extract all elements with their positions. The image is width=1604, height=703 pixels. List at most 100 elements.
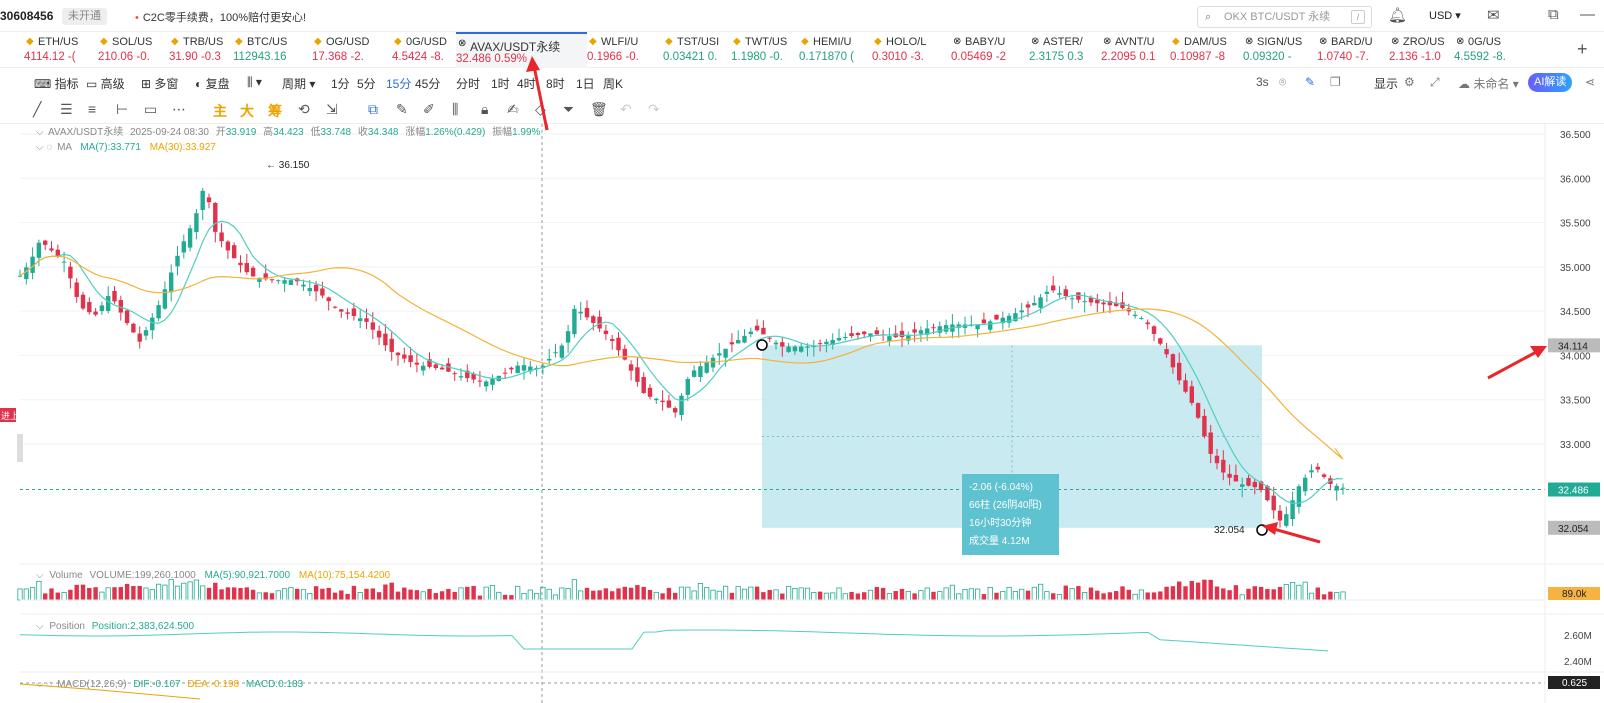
tab-btc-us[interactable]: ◆ BTC/US 112943.16 — [233, 32, 312, 68]
mail-icon[interactable]: ✉ — [1487, 7, 1500, 24]
interval-6[interactable]: 4时 — [517, 77, 536, 91]
tab-sign-us[interactable]: ⊗ SIGN/US 0.09320 - — [1243, 32, 1317, 68]
left-panel-handle[interactable] — [17, 434, 23, 462]
low-price-tag-bg — [1548, 520, 1600, 535]
ray-tool-icon[interactable]: ⊢ — [116, 101, 129, 117]
volume-bar — [666, 587, 672, 600]
chip-toggle[interactable]: 筹 — [268, 103, 282, 119]
status-badge[interactable]: 未开通 — [62, 8, 107, 25]
volume-bar — [886, 593, 893, 601]
tab-bard-u[interactable]: ⊗ BARD/U 1.0740 -7. — [1317, 32, 1389, 68]
tab-avax-usdt-[interactable]: ⊗ AVAX/USDT永续 32.486 0.59% — [456, 32, 587, 68]
interval-5[interactable]: 1时 — [491, 77, 510, 91]
tab-zro-us[interactable]: ⊗ ZRO/US 2.136 -1.0 — [1389, 32, 1454, 68]
volume-title: Volume — [49, 570, 83, 581]
interval-4[interactable]: 分时 — [456, 77, 481, 91]
interval-1[interactable]: 5分 — [357, 77, 376, 91]
refresh-rate[interactable]: 3s — [1256, 75, 1269, 89]
advanced-button[interactable]: ▭ 高级 — [86, 77, 125, 91]
redo-icon[interactable]: ↷ — [648, 101, 660, 117]
tab-twt-us[interactable]: ◆ TWT/US 1.1980 -0. — [731, 32, 799, 68]
camera-icon[interactable]: ⌾ — [1279, 75, 1287, 89]
promo-banner[interactable]: • C2C零手续费，100%赔付更安心! — [135, 9, 306, 25]
position-collapse-icon[interactable]: ⌵ — [36, 621, 44, 632]
currency-select[interactable]: USD ▾ — [1429, 10, 1461, 22]
display-button[interactable]: 显示 — [1374, 77, 1399, 91]
measure-start-handle[interactable] — [756, 339, 768, 351]
measure-tool-icon[interactable]: ⇲ — [326, 101, 338, 117]
interval-9[interactable]: 周K — [603, 77, 624, 91]
tab-og-usd[interactable]: ◆ OG/USD 17.368 -2. — [312, 32, 392, 68]
trash-icon[interactable]: 🗑︎ — [590, 101, 608, 117]
hline-tool-icon[interactable]: ☰ — [60, 101, 73, 117]
note-icon[interactable]: ✍ — [507, 101, 519, 117]
volume-collapse-icon[interactable]: ⌵ — [36, 570, 44, 581]
parallel-tool-icon[interactable]: ≡ — [88, 101, 97, 117]
macd-collapse-icon[interactable]: ⌵ ◌ — [36, 679, 52, 690]
tab-0g-us[interactable]: ⊗ 0G/US 4.5592 -8. — [1454, 32, 1524, 68]
layout-select[interactable]: ☁ 未命名 ▾ — [1458, 77, 1519, 91]
filter-icon[interactable]: ⏷ — [563, 101, 575, 117]
tab-holo-l[interactable]: ◆ HOLO/L 0.3010 -3. — [872, 32, 951, 68]
minimize-icon[interactable]: — — [1580, 6, 1595, 23]
candle-body — [698, 366, 703, 378]
add-tab-icon[interactable]: + — [1577, 39, 1588, 59]
ai-analysis-button[interactable]: AI解读 — [1528, 73, 1573, 92]
period-button[interactable]: 周期 ▾ — [282, 77, 316, 91]
interval-7[interactable]: 8时 — [546, 77, 565, 91]
line-tool-icon[interactable]: ╱ — [33, 101, 42, 117]
candle-body — [414, 362, 420, 365]
lock-icon[interactable]: 🔒︎ — [481, 101, 489, 117]
interval-0[interactable]: 1分 — [331, 77, 350, 91]
eraser-icon[interactable]: ◇ — [535, 101, 546, 117]
search-input[interactable]: ⌕ OKX BTC/USDT 永续 / — [1197, 6, 1372, 28]
tab-trb-us[interactable]: ◆ TRB/US 31.90 -0.3 — [169, 32, 233, 68]
main-indicator-toggle[interactable]: 主 — [213, 103, 227, 119]
edit-icon[interactable]: ✎ — [1305, 75, 1316, 89]
tab-0g-usd[interactable]: ◆ 0G/USD 4.5424 -8. — [392, 32, 456, 68]
replay-button[interactable]: ◐ 复盘 — [195, 77, 230, 91]
collapse-icon[interactable]: ⌵ — [36, 127, 44, 138]
copy-drawing-icon[interactable]: ⧉ — [368, 101, 378, 117]
bell-icon[interactable]: 🔔︎ — [1388, 7, 1408, 24]
more-tools-icon[interactable]: ⋯ — [172, 101, 186, 117]
eye-icon[interactable]: ⌵ ◌ — [36, 142, 52, 153]
settings-icon[interactable]: ⚙ — [1404, 75, 1415, 89]
interval-8[interactable]: 1日 — [576, 77, 595, 91]
big-order-toggle[interactable]: 大 — [240, 103, 254, 119]
undo-icon[interactable]: ↶ — [620, 101, 632, 117]
interval-2[interactable]: 15分 — [386, 77, 412, 91]
tab-price: 4.5424 -8. — [392, 51, 444, 63]
legend-low: 33.748 — [320, 127, 351, 138]
volume-tag: 89.0k — [1562, 589, 1587, 600]
copy-icon[interactable]: ❐ — [1330, 75, 1341, 89]
candle-body — [238, 262, 243, 266]
tab-wlfi-u[interactable]: ◆ WLFI/U 0.1966 -0. — [587, 32, 663, 68]
share-icon[interactable]: ⋖ — [1585, 75, 1596, 89]
multi-window-button[interactable]: ⊞ 多窗 — [141, 77, 179, 91]
tab-eth-us[interactable]: ◆ ETH/US 4114.12 -( — [24, 32, 98, 68]
pattern-icon[interactable]: ⫼ — [452, 101, 459, 117]
price-chart[interactable]: 89.0k 0.625 36.500 36.000 35.500 35.000 34.5… — [0, 124, 1604, 703]
tab-hemi-u[interactable]: ◆ HEMI/U 0.171870 ( — [799, 32, 872, 68]
side-tag[interactable] — [0, 408, 16, 422]
brush-icon[interactable]: ✐ — [423, 101, 435, 117]
volume-bar — [578, 590, 584, 601]
volume-bar — [1177, 581, 1182, 600]
tab-tst-usi[interactable]: ◆ TST/USI 0.03421 0. — [663, 32, 731, 68]
tab-baby-u[interactable]: ⊗ BABY/U 0.05469 -2 — [951, 32, 1029, 68]
tab-sol-us[interactable]: ◆ SOL/US 210.06 -0. — [98, 32, 169, 68]
candle-body — [899, 330, 905, 338]
chart-type-button[interactable]: ⫼ ▾ — [247, 75, 262, 89]
rect-tool-icon[interactable]: ▭ — [144, 101, 158, 117]
tab-dam-us[interactable]: ◆ DAM/US 0.10987 -8 — [1170, 32, 1243, 68]
tab-aster-[interactable]: ⊗ ASTER/2.3175 0.3 — [1029, 32, 1101, 68]
magnet-icon[interactable]: ⟲ — [298, 101, 310, 117]
interval-3[interactable]: 45分 — [415, 77, 441, 91]
fullscreen-icon[interactable]: ⤢ — [1430, 75, 1440, 89]
indicators-button[interactable]: ⌨ 指标 — [34, 77, 79, 91]
window-icon[interactable]: ⧉ — [1548, 6, 1559, 23]
pen-icon[interactable]: ✎ — [396, 101, 408, 117]
tab-avnt-u[interactable]: ⊗ AVNT/U 2.2095 0.1 — [1101, 32, 1170, 68]
price-tick: 33.500 — [1560, 396, 1591, 407]
